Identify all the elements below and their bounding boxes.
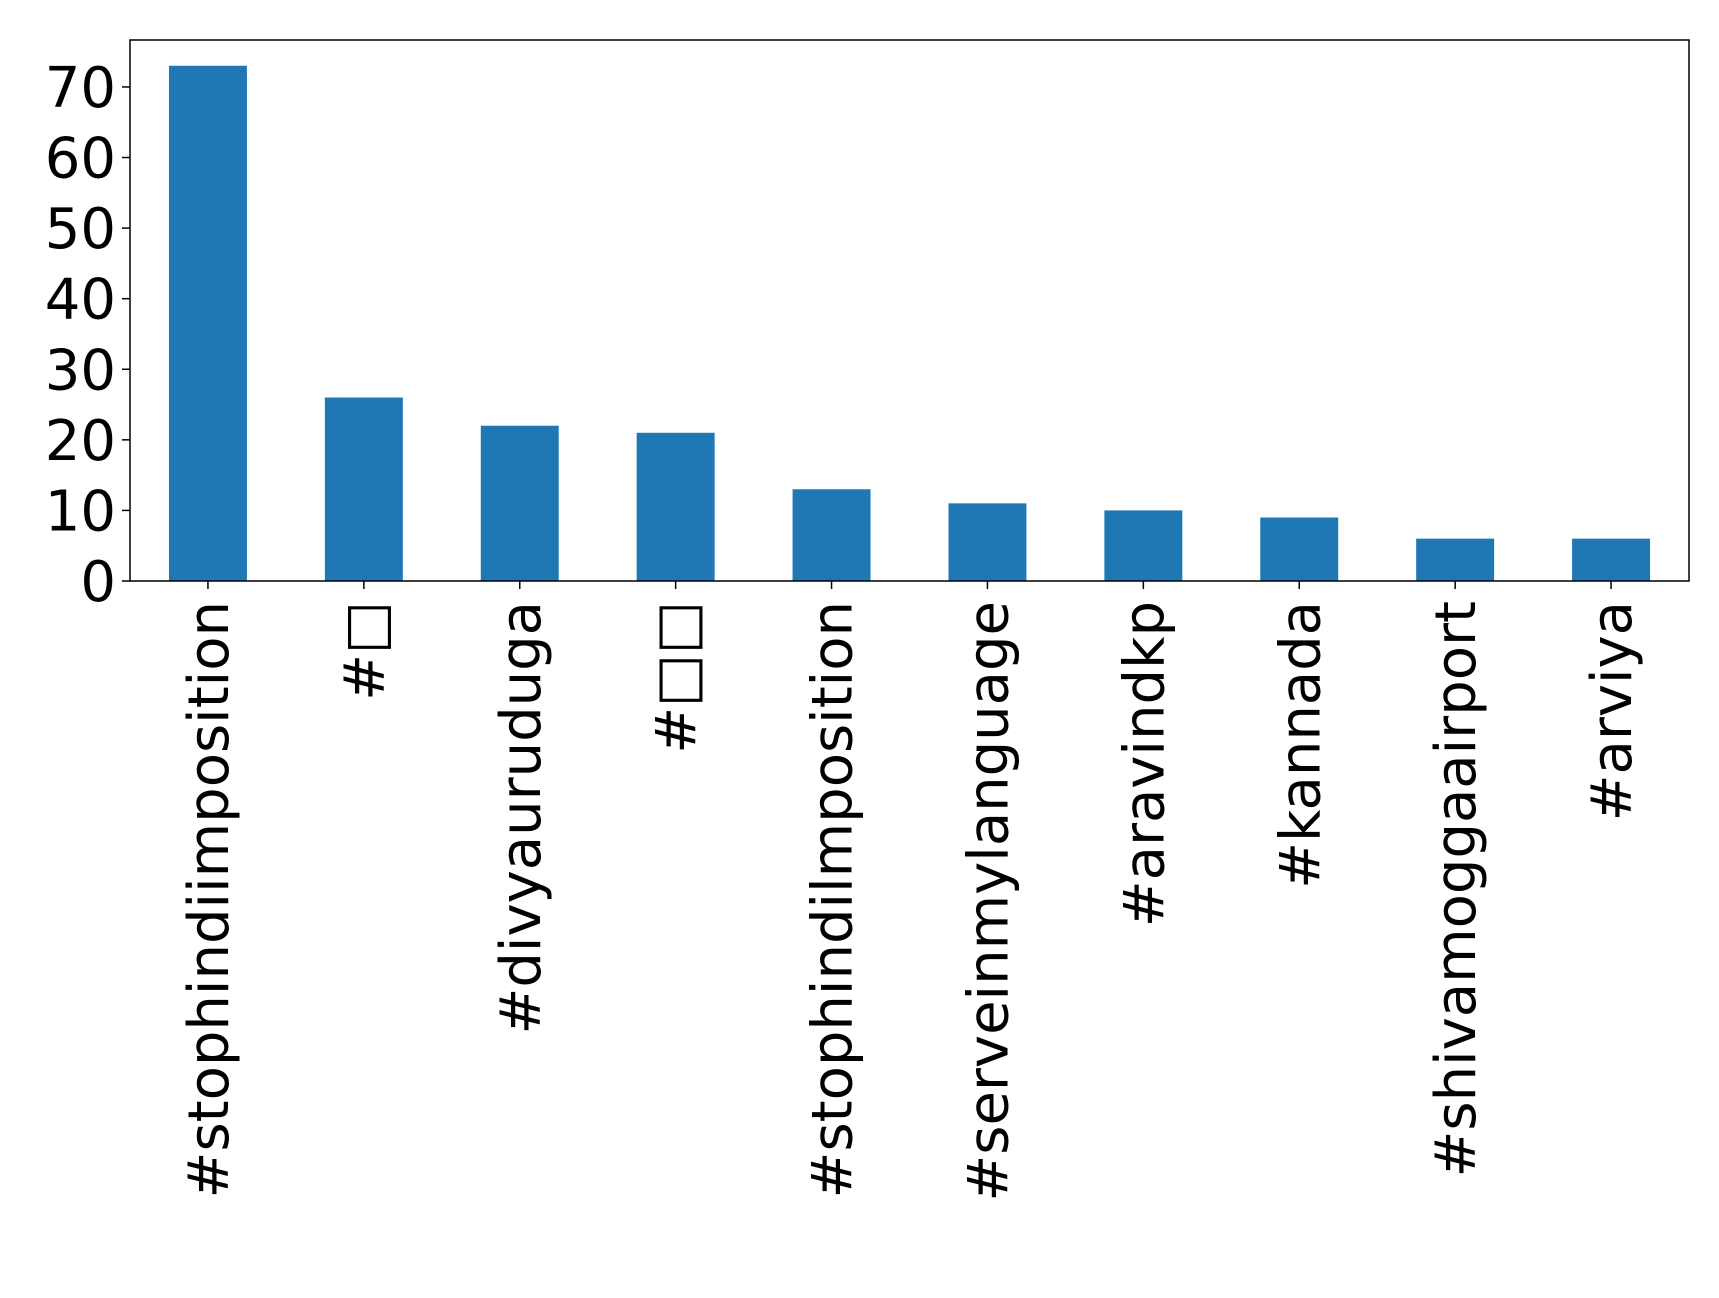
x-tick-label: #stophindiimposition	[177, 601, 242, 1198]
x-tick-label: #□□	[645, 601, 710, 754]
bar-7	[1260, 517, 1339, 581]
bar-3	[636, 432, 715, 581]
x-tick-label: #arviya	[1580, 601, 1645, 821]
y-tick-label: 70	[45, 56, 116, 121]
y-tick-label: 10	[45, 479, 116, 544]
x-tick-label: #serveinmylanguage	[956, 601, 1021, 1202]
x-tick-label: #stophindilmposition	[801, 601, 866, 1198]
y-tick-label: 20	[45, 409, 116, 474]
y-tick-label: 50	[45, 197, 116, 262]
bar-9	[1572, 538, 1651, 581]
y-tick-label: 40	[45, 268, 116, 333]
bar-4	[792, 489, 871, 581]
x-tick-label: #□	[333, 601, 398, 701]
x-tick-label: #kannada	[1268, 601, 1333, 889]
bar-8	[1416, 538, 1495, 581]
bars-group	[168, 65, 1651, 581]
bar-0	[168, 65, 247, 581]
x-axis: #stophindiimposition #□ #divyauruduga #□□ #s…	[177, 581, 1645, 1202]
y-tick-label: 0	[80, 550, 116, 615]
bar-6	[1104, 510, 1183, 581]
plot-frame	[129, 39, 1690, 582]
bar-5	[948, 503, 1027, 581]
x-tick-label: #divyauruduga	[489, 601, 554, 1035]
y-tick-label: 30	[45, 338, 116, 403]
x-tick-label: #shivamoggaairport	[1424, 601, 1489, 1178]
y-tick-label: 60	[45, 127, 116, 192]
bar-1	[324, 397, 403, 581]
x-tick-label: #aravindkp	[1112, 601, 1177, 927]
bar-2	[480, 425, 559, 581]
